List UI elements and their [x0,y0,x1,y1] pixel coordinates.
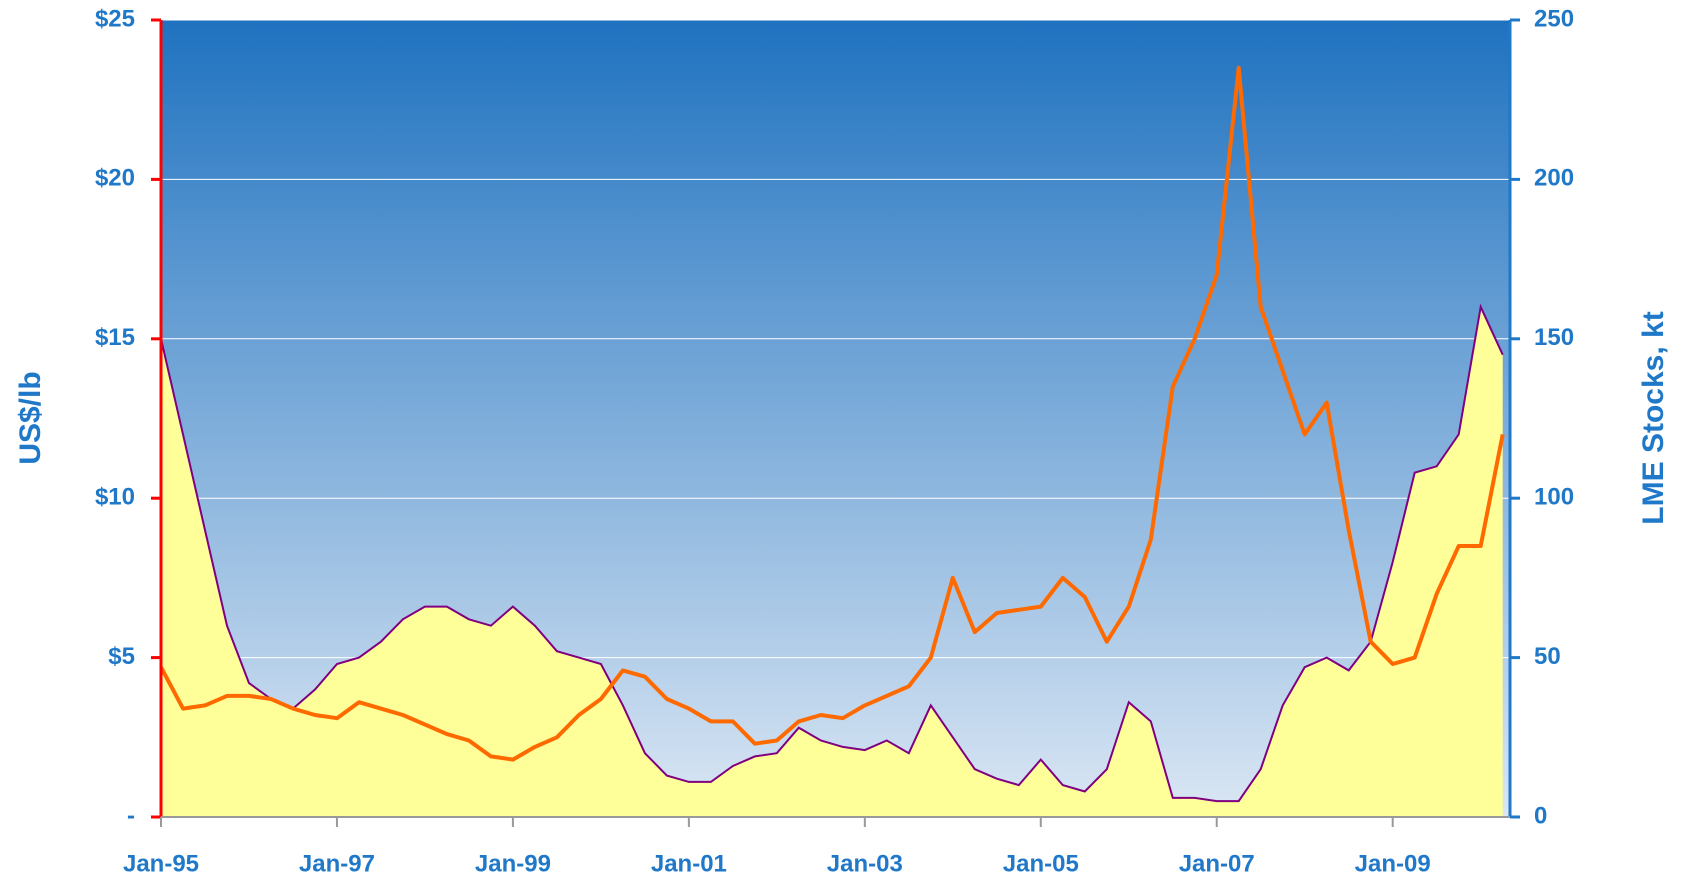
y-tick-label: $15 [95,324,135,351]
stock-line [160,303,1504,803]
x-tick-label: Jan-95 [123,850,199,877]
x-tick-label: Jan-03 [827,850,903,877]
price-line [159,65,1505,762]
y2-axis-label: LME Stocks, kt [1637,311,1670,524]
y-axis-label: US$/lb [14,371,47,464]
y2-tick-label: 150 [1534,324,1574,351]
y2-tick-label: 250 [1534,5,1574,32]
x-tick-label: Jan-99 [475,850,551,877]
y-tick-label: $25 [95,5,135,32]
y2-tick-label: 100 [1534,484,1574,511]
x-tick-label: Jan-09 [1355,850,1431,877]
y-tick-label: $5 [108,643,135,670]
stock-area [161,306,1503,817]
y2-tick-label: 50 [1534,643,1561,670]
y-tick-label: $10 [95,484,135,511]
x-tick-label: Jan-07 [1179,850,1255,877]
x-tick-label: Jan-05 [1003,850,1079,877]
x-tick-label: Jan-01 [651,850,727,877]
y-tick-label: - [127,802,135,829]
x-tick-label: Jan-97 [299,850,375,877]
y-tick-label: $20 [95,165,135,192]
y2-tick-label: 0 [1534,802,1547,829]
y2-tick-label: 200 [1534,165,1574,192]
